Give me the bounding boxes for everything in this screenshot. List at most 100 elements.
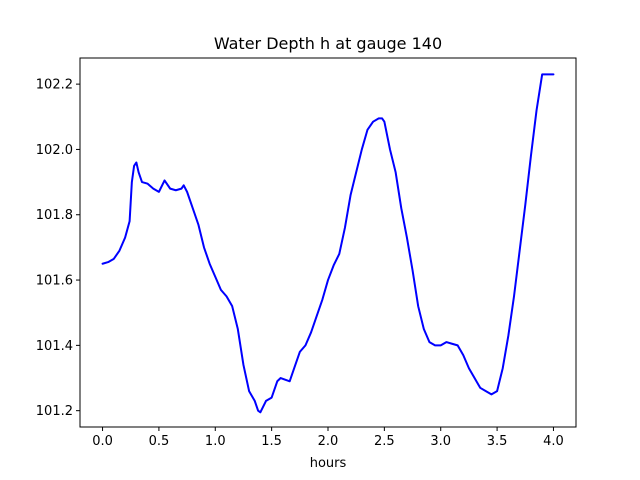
data-point	[451, 343, 453, 345]
data-point	[276, 380, 278, 382]
data-point	[479, 387, 481, 389]
y-tick-label: 101.4	[36, 339, 73, 354]
y-tick-label: 102.2	[36, 78, 73, 93]
data-point	[445, 341, 447, 343]
data-point	[158, 191, 160, 193]
data-point	[496, 390, 498, 392]
data-point	[175, 189, 177, 191]
data-point	[214, 276, 216, 278]
data-point	[131, 181, 133, 183]
data-point	[468, 367, 470, 369]
data-point	[226, 295, 228, 297]
data-point	[129, 220, 131, 222]
data-point	[490, 393, 492, 395]
data-point	[321, 299, 323, 301]
data-point	[383, 121, 385, 123]
data-point	[400, 207, 402, 209]
x-tick-label: 3.0	[430, 434, 451, 449]
x-tick-label: 2.5	[374, 434, 395, 449]
data-point	[164, 179, 166, 181]
data-point	[113, 258, 115, 260]
data-point	[141, 181, 143, 183]
data-point	[259, 411, 261, 413]
y-tick-label: 101.2	[36, 404, 73, 419]
data-point	[231, 305, 233, 307]
data-point	[530, 155, 532, 157]
data-point	[344, 227, 346, 229]
data-point	[102, 263, 104, 265]
y-tick-label: 101.6	[36, 274, 73, 289]
data-point	[428, 341, 430, 343]
data-point	[457, 344, 459, 346]
data-point	[355, 171, 357, 173]
data-point	[395, 171, 397, 173]
x-tick-label: 1.5	[261, 434, 282, 449]
data-point	[310, 331, 312, 333]
x-tick-label: 3.5	[487, 434, 508, 449]
data-point	[350, 194, 352, 196]
data-point	[361, 148, 363, 150]
data-point	[423, 328, 425, 330]
x-tick-label: 2.0	[318, 434, 339, 449]
data-point	[378, 117, 380, 119]
data-point	[440, 344, 442, 346]
data-point	[284, 379, 286, 381]
data-point	[366, 129, 368, 131]
data-point	[327, 279, 329, 281]
data-point	[462, 354, 464, 356]
data-point	[248, 390, 250, 392]
data-point	[381, 117, 383, 119]
chart-title: Water Depth h at gauge 140	[214, 34, 442, 53]
data-point	[220, 289, 222, 291]
data-point	[203, 246, 205, 248]
data-point	[254, 400, 256, 402]
data-point	[152, 188, 154, 190]
y-axis-ticks: 101.2 101.4 101.6 101.8 102.0 102.2	[36, 78, 80, 419]
data-point	[417, 305, 419, 307]
x-axis-label: hours	[310, 456, 347, 471]
depth-series-line	[101, 73, 555, 414]
data-point	[541, 73, 543, 75]
data-point	[333, 264, 335, 266]
data-point	[237, 328, 239, 330]
x-axis-ticks: 0.0 0.5 1.0 1.5 2.0 2.5 3.0 3.5 4.0	[92, 427, 564, 449]
data-point	[133, 165, 135, 167]
data-point	[372, 121, 374, 123]
data-point	[293, 367, 295, 369]
data-point	[338, 253, 340, 255]
data-point	[138, 171, 140, 173]
data-point	[186, 191, 188, 193]
plot-area	[101, 73, 555, 414]
data-point	[524, 204, 526, 206]
data-point	[118, 250, 120, 252]
data-point	[304, 344, 306, 346]
data-point	[192, 207, 194, 209]
data-point	[135, 161, 137, 163]
data-point	[209, 263, 211, 265]
data-point	[536, 109, 538, 111]
x-tick-label: 1.0	[205, 434, 226, 449]
data-point	[124, 237, 126, 239]
x-tick-label: 0.0	[92, 434, 113, 449]
data-point	[147, 183, 149, 185]
data-point	[197, 224, 199, 226]
data-point	[107, 261, 109, 263]
data-point	[271, 397, 273, 399]
data-point	[289, 380, 291, 382]
data-point	[552, 73, 554, 75]
data-point	[169, 188, 171, 190]
data-point	[502, 367, 504, 369]
data-point	[485, 390, 487, 392]
data-point	[257, 410, 259, 412]
data-point	[513, 295, 515, 297]
data-point	[406, 237, 408, 239]
x-tick-label: 0.5	[149, 434, 170, 449]
data-point	[412, 269, 414, 271]
data-point	[507, 335, 509, 337]
data-point	[519, 250, 521, 252]
data-point	[389, 148, 391, 150]
data-point	[474, 377, 476, 379]
y-tick-label: 102.0	[36, 143, 73, 158]
data-point	[299, 351, 301, 353]
